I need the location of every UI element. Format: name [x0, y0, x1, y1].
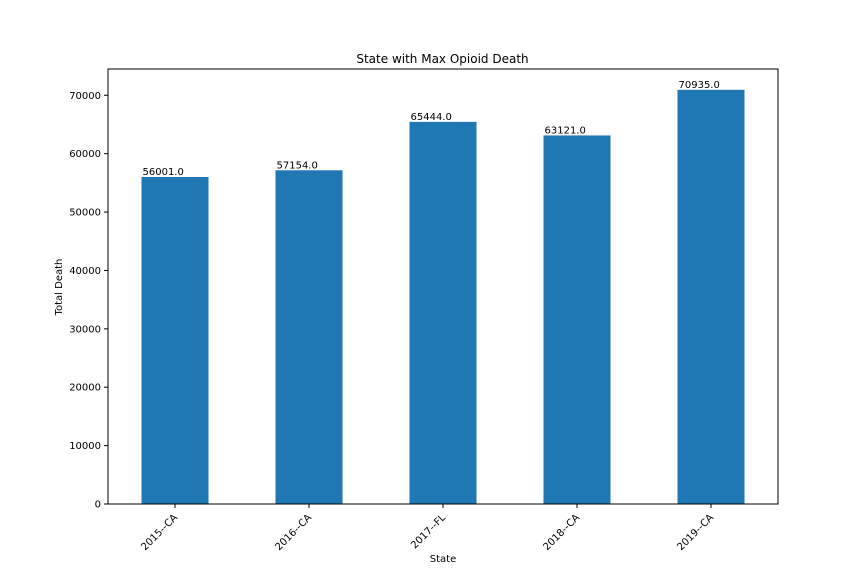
x-tick-label: 2017--FL — [409, 512, 448, 551]
x-axis-label: State — [430, 554, 456, 565]
chart-title: State with Max Opioid Death — [356, 52, 528, 66]
x-tick-label: 2018--CA — [541, 512, 582, 553]
bar-2019--CA — [677, 89, 745, 505]
y-tick-label: 60000 — [69, 149, 101, 160]
bar-2018--CA — [543, 135, 611, 504]
y-tick-label: 20000 — [69, 383, 101, 394]
y-tick-label: 30000 — [69, 324, 101, 335]
bar-2017--FL — [409, 121, 477, 504]
data-label-2017--FL: 65444.0 — [411, 112, 452, 123]
data-label-2018--CA: 63121.0 — [545, 125, 586, 136]
y-tick-label: 0 — [95, 500, 101, 511]
y-axis-label: Total Death — [54, 259, 65, 317]
data-labels-group: 56001.0 57154.0 65444.0 63121.0 70935.0 — [143, 80, 720, 178]
x-tick-label: 2016--CA — [273, 512, 314, 553]
y-tick-label: 10000 — [69, 441, 101, 452]
x-axis: 2015--CA 2016--CA 2017--FL 2018--CA 2019--CA — [139, 504, 716, 553]
x-tick-label: 2015--CA — [139, 512, 180, 553]
y-tick-label: 50000 — [69, 208, 101, 219]
y-tick-label: 70000 — [69, 91, 101, 102]
x-tick-label: 2019--CA — [675, 512, 716, 553]
data-label-2019--CA: 70935.0 — [679, 80, 720, 91]
data-label-2016--CA: 57154.0 — [277, 160, 318, 171]
bars-group — [141, 89, 745, 505]
y-tick-label: 40000 — [69, 266, 101, 277]
data-label-2015--CA: 56001.0 — [143, 167, 184, 178]
y-axis: 0 10000 20000 30000 40000 50000 60000 70000 — [69, 91, 108, 511]
bar-2015--CA — [141, 177, 209, 505]
bar-2016--CA — [275, 170, 343, 504]
